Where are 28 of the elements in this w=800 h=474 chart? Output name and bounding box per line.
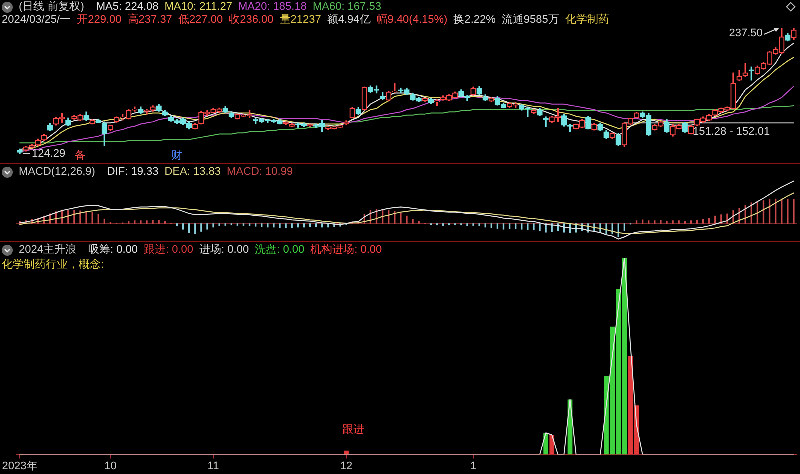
text: MA20: 185.18 xyxy=(238,1,307,14)
annotation: 151.28 - 152.01 xyxy=(693,126,770,138)
x-tick-label: 2023年 xyxy=(2,460,38,472)
text: MA10: 211.27 xyxy=(164,1,232,14)
text: MA5: 224.08 xyxy=(96,1,159,14)
annotation: 化学制药行业，概念: xyxy=(2,259,104,272)
x-tick-label: 11 xyxy=(208,460,220,472)
annotation: 237.50 xyxy=(729,28,763,40)
text: 跟进: 0.00 xyxy=(144,244,194,257)
text: MACD: 10.99 xyxy=(227,166,294,179)
x-tick-label: 1 xyxy=(470,460,477,472)
annotation: 备 xyxy=(74,150,86,162)
x-tick-label: 10 xyxy=(104,460,117,472)
chart-title: MACD(12,26,9) xyxy=(19,166,96,179)
text: MA60: 167.53 xyxy=(312,1,382,14)
text: 洗盘: 0.00 xyxy=(255,244,305,257)
text: 2024/03/25/一 开229.00 高237.37 低227.00 收236.00 量21237 额4.94亿 幅9.40(4.15%) 换2.22% 流通9585万 化学制药 xyxy=(2,14,610,26)
text: DEA: 13.83 xyxy=(164,166,222,179)
chart-title: 2024主升浪 xyxy=(19,244,76,257)
x-tick-label: 12 xyxy=(340,460,353,472)
text: DIF: 19.33 xyxy=(107,166,159,179)
annotation: 财 xyxy=(172,149,183,162)
annotation: 跟进 xyxy=(342,422,365,436)
text: 吸筹: 0.00 xyxy=(88,244,138,257)
text: 进场: 0.00 xyxy=(200,244,250,257)
annotation: 124.29 xyxy=(32,148,66,160)
text: 机构进场: 0.00 xyxy=(310,244,382,257)
chart-title: (日线 前复权) xyxy=(19,1,84,14)
